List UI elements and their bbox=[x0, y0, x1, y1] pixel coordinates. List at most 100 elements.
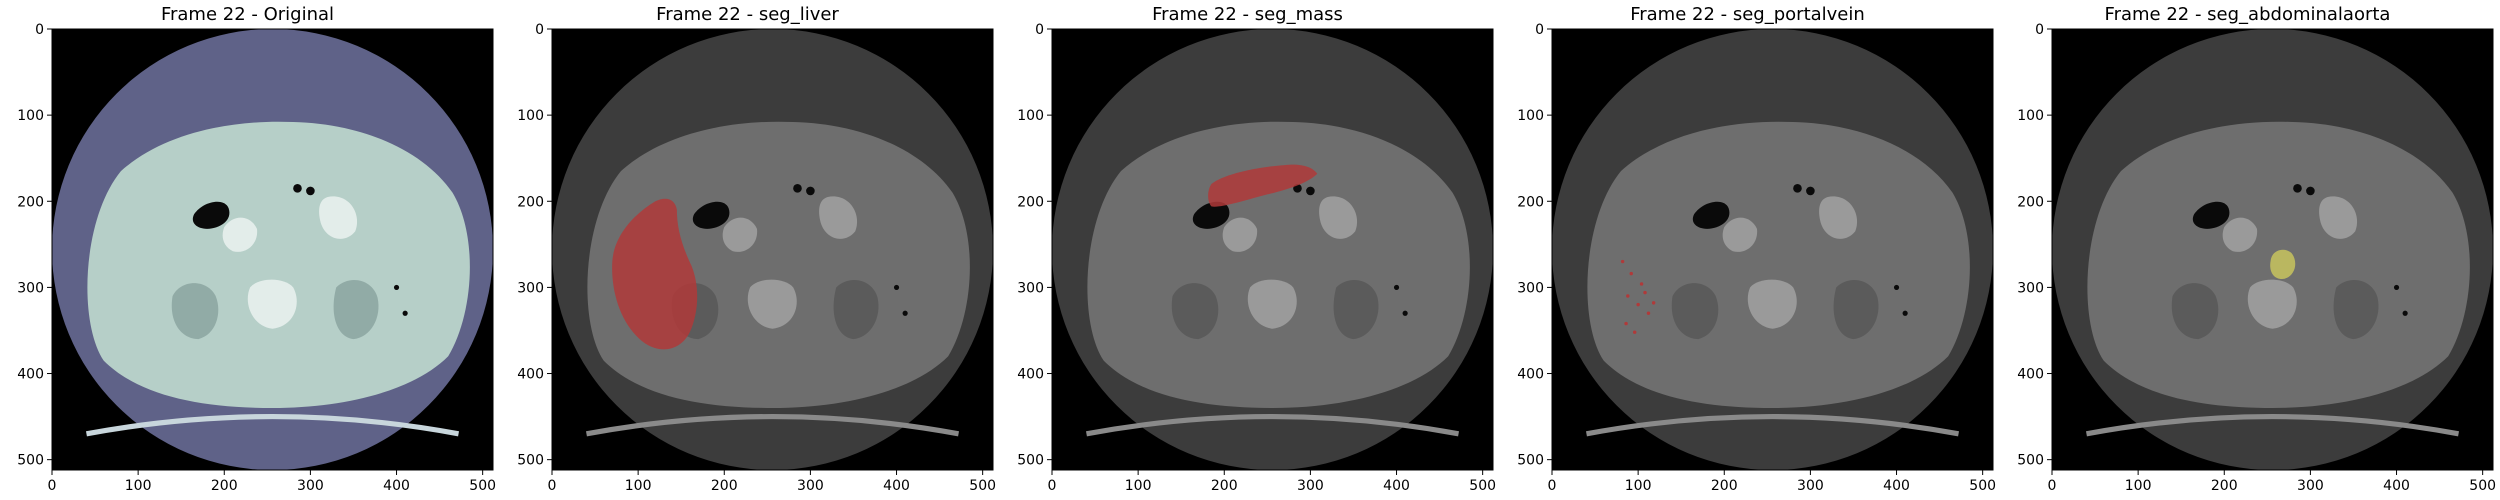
portalvein-segmentation bbox=[1629, 271, 1633, 276]
gas-bubble bbox=[2402, 310, 2408, 316]
axes-frame bbox=[2051, 28, 2494, 471]
scanner-table bbox=[1585, 414, 1960, 437]
gas-bubble bbox=[1393, 284, 1400, 290]
left-kidney bbox=[1833, 279, 1879, 340]
gas-bubble bbox=[902, 310, 908, 316]
gas-bubble bbox=[2393, 284, 2400, 290]
portalvein-segmentation bbox=[1646, 311, 1651, 315]
panel-title: Frame 22 - seg_liver bbox=[656, 4, 839, 25]
x-tick-label: 100 bbox=[125, 478, 152, 494]
ct-slice bbox=[1552, 29, 1993, 470]
x-tick-label: 300 bbox=[297, 478, 324, 494]
gas-bubble bbox=[1902, 310, 1908, 316]
gas-bubble bbox=[1306, 186, 1315, 196]
ct-slice bbox=[52, 29, 493, 470]
gallbladder bbox=[1222, 217, 1258, 252]
bowel-gas bbox=[1192, 201, 1230, 229]
gas-bubble bbox=[1893, 284, 1900, 290]
gas-bubble bbox=[2306, 186, 2315, 196]
x-tick-label: 300 bbox=[2297, 478, 2324, 494]
gas-bubble bbox=[2293, 184, 2302, 193]
left-kidney bbox=[833, 279, 879, 340]
y-tick-label: 200 bbox=[517, 194, 544, 210]
y-tick-label: 100 bbox=[1517, 108, 1544, 124]
vertebra bbox=[1247, 279, 1297, 329]
x-tick-label: 200 bbox=[711, 478, 738, 494]
y-tick-label: 200 bbox=[17, 194, 44, 210]
x-tick-label: 0 bbox=[2048, 478, 2057, 494]
aorta-segmentation bbox=[2270, 249, 2296, 280]
x-tick-label: 500 bbox=[469, 478, 496, 494]
stomach bbox=[1819, 196, 1858, 239]
gallbladder bbox=[222, 217, 258, 252]
panel-title: Frame 22 - seg_abdominalaorta bbox=[2104, 4, 2391, 25]
mass-segmentation bbox=[1208, 164, 1318, 207]
y-tick-label: 200 bbox=[1017, 194, 1044, 210]
gas-bubble bbox=[393, 284, 400, 290]
y-tick-label: 500 bbox=[2017, 453, 2044, 469]
y-tick-label: 400 bbox=[517, 367, 544, 383]
left-kidney bbox=[1333, 279, 1379, 340]
panel-title: Frame 22 - Original bbox=[160, 4, 335, 25]
gas-bubble bbox=[1293, 184, 1302, 193]
panel-title: Frame 22 - seg_portalvein bbox=[1630, 4, 1865, 25]
y-tick-label: 300 bbox=[17, 280, 44, 296]
gas-bubble bbox=[806, 186, 815, 196]
axes-frame bbox=[1051, 28, 1494, 471]
vertebra bbox=[247, 279, 297, 329]
y-tick-label: 200 bbox=[1517, 194, 1544, 210]
y-tick-label: 300 bbox=[517, 280, 544, 296]
scanner-table bbox=[2085, 414, 2460, 437]
gas-bubble bbox=[293, 184, 302, 193]
vertebra bbox=[747, 279, 797, 329]
y-tick-label: 0 bbox=[535, 22, 544, 38]
x-tick-label: 0 bbox=[1548, 478, 1557, 494]
ct-slice bbox=[552, 29, 993, 470]
panel-title: Frame 22 - seg_mass bbox=[1152, 4, 1343, 25]
y-tick-label: 100 bbox=[517, 108, 544, 124]
portalvein-segmentation bbox=[1620, 259, 1625, 264]
panel-4: Frame 22 - seg_portalvein 0 100 200 300 400 50… bbox=[1500, 0, 2000, 500]
gas-bubble bbox=[1806, 186, 1815, 196]
y-tick-label: 400 bbox=[17, 367, 44, 383]
left-kidney bbox=[333, 279, 379, 340]
gas-bubble bbox=[1402, 310, 1408, 316]
x-tick-label: 400 bbox=[383, 478, 410, 494]
ct-slice bbox=[1052, 29, 1493, 470]
stomach bbox=[819, 196, 858, 239]
x-tick-label: 200 bbox=[1211, 478, 1238, 494]
x-tick-label: 100 bbox=[2125, 478, 2152, 494]
x-tick-label: 0 bbox=[548, 478, 557, 494]
x-tick-label: 100 bbox=[1125, 478, 1152, 494]
abdomen bbox=[87, 121, 470, 408]
portalvein-segmentation bbox=[1632, 330, 1637, 334]
y-tick-label: 400 bbox=[1517, 367, 1544, 383]
x-tick-label: 100 bbox=[1625, 478, 1652, 494]
axes-frame bbox=[551, 28, 994, 471]
y-tick-label: 100 bbox=[17, 108, 44, 124]
vertebra bbox=[2247, 279, 2297, 329]
y-tick-label: 300 bbox=[2017, 280, 2044, 296]
axes-frame bbox=[51, 28, 494, 471]
gallbladder bbox=[1722, 217, 1758, 252]
vertebra bbox=[1747, 279, 1797, 329]
x-tick-label: 200 bbox=[1711, 478, 1738, 494]
bowel-gas bbox=[192, 201, 230, 229]
portalvein-segmentation bbox=[1636, 302, 1640, 307]
x-tick-label: 200 bbox=[211, 478, 238, 494]
gallbladder bbox=[2222, 217, 2258, 252]
stomach bbox=[319, 196, 358, 239]
gas-bubble bbox=[402, 310, 408, 316]
y-tick-label: 100 bbox=[2017, 108, 2044, 124]
x-tick-label: 400 bbox=[1883, 478, 1910, 494]
abdomen bbox=[1587, 121, 1970, 408]
portalvein-segmentation bbox=[1626, 294, 1630, 298]
x-tick-label: 500 bbox=[1969, 478, 1996, 494]
y-tick-label: 300 bbox=[1517, 280, 1544, 296]
bowel-gas bbox=[2192, 201, 2230, 229]
portalvein-segmentation bbox=[1651, 301, 1656, 305]
